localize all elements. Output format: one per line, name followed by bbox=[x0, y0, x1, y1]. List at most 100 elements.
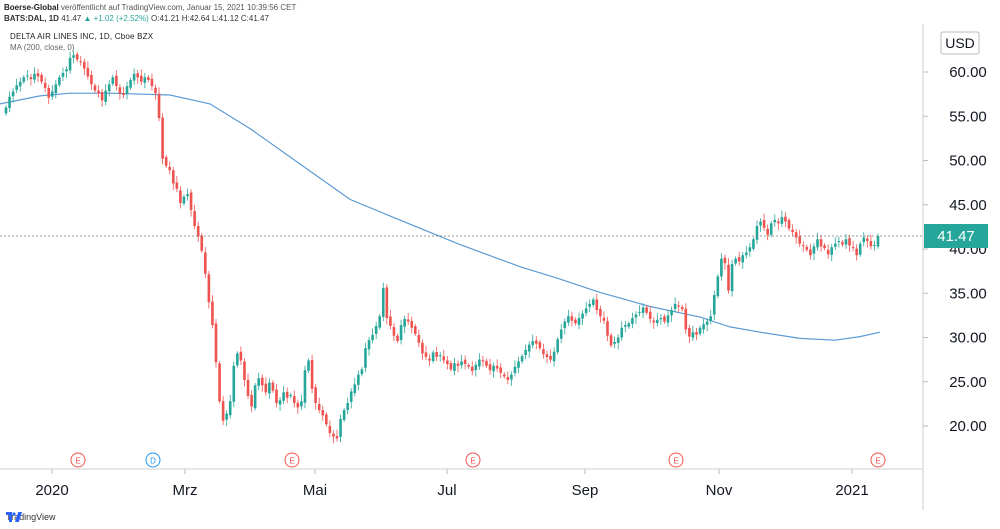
candle-body bbox=[26, 75, 29, 77]
candle-body bbox=[253, 385, 257, 409]
close-value: C:41.47 bbox=[240, 14, 269, 23]
candle-body bbox=[115, 75, 118, 87]
candle-body bbox=[360, 369, 364, 375]
high-value: H:42.64 bbox=[181, 14, 210, 23]
x-tick-label: 2020 bbox=[35, 482, 68, 499]
candle-body bbox=[787, 219, 791, 229]
published-text: veröffentlicht auf TradingView.com, Janu… bbox=[60, 3, 297, 12]
candle-body bbox=[164, 157, 168, 166]
x-tick-label: 2021 bbox=[835, 482, 868, 499]
candle-body bbox=[595, 299, 599, 311]
candle-body bbox=[4, 107, 8, 114]
candle-body bbox=[691, 332, 695, 338]
candle-body bbox=[399, 325, 403, 340]
candle-body bbox=[716, 276, 720, 297]
candle-body bbox=[727, 264, 730, 291]
candle-body bbox=[79, 61, 83, 63]
candle-body bbox=[463, 359, 467, 365]
candle-body bbox=[499, 367, 503, 373]
ma200-line bbox=[0, 92, 881, 341]
candle-body bbox=[456, 363, 460, 366]
candle-body bbox=[567, 316, 570, 323]
event-letter: E bbox=[289, 457, 294, 466]
candle-body bbox=[72, 55, 75, 58]
candle-body bbox=[869, 241, 873, 247]
candle-body bbox=[659, 318, 663, 320]
candle-body bbox=[171, 170, 175, 184]
candle-body bbox=[520, 356, 524, 362]
earnings-marker[interactable] bbox=[668, 452, 684, 468]
candle-body bbox=[236, 353, 239, 366]
candle-body bbox=[182, 196, 186, 204]
candle-body bbox=[371, 334, 374, 341]
x-tick-label: Mrz bbox=[173, 482, 198, 499]
candle-body bbox=[83, 61, 86, 69]
last-price-label: 41.47 bbox=[937, 228, 975, 245]
price-chart[interactable]: 20.0025.0030.0035.0040.0045.0050.0055.00… bbox=[0, 0, 1000, 510]
candle-body bbox=[214, 323, 218, 363]
candle-body bbox=[168, 166, 172, 171]
candle-body bbox=[179, 190, 182, 203]
candle-body bbox=[314, 387, 317, 403]
candle-body bbox=[410, 321, 414, 328]
candle-body bbox=[246, 379, 250, 396]
candle-body bbox=[549, 355, 552, 360]
candle-body bbox=[218, 363, 221, 402]
candle-body bbox=[698, 327, 702, 334]
indicator-label[interactable]: MA (200, close, 0) bbox=[10, 43, 75, 52]
candle-body bbox=[446, 360, 449, 365]
candle-body bbox=[228, 401, 232, 416]
candle-body bbox=[161, 117, 164, 159]
candle-body bbox=[317, 404, 321, 411]
candle-body bbox=[15, 85, 18, 90]
candle-body bbox=[641, 307, 645, 313]
candle-body bbox=[221, 401, 225, 421]
candle-body bbox=[830, 247, 834, 255]
candle-body bbox=[784, 216, 787, 222]
candle-body bbox=[132, 73, 136, 81]
earnings-marker[interactable] bbox=[70, 452, 86, 468]
candle-body bbox=[300, 401, 303, 407]
candle-body bbox=[559, 329, 563, 339]
candle-body bbox=[688, 327, 691, 337]
candle-body bbox=[510, 374, 513, 380]
plot-area[interactable] bbox=[0, 24, 923, 469]
candle-body bbox=[385, 287, 389, 319]
candle-body bbox=[819, 239, 823, 247]
candle-body bbox=[741, 255, 745, 263]
event-letter: E bbox=[470, 457, 475, 466]
candle-body bbox=[289, 395, 293, 397]
earnings-marker[interactable] bbox=[870, 452, 886, 468]
change-text: +1.02 (+2.52%) bbox=[93, 14, 149, 23]
x-tick-label: Jul bbox=[437, 482, 456, 499]
candle-body bbox=[495, 365, 499, 369]
candle-body bbox=[61, 72, 65, 77]
candle-body bbox=[364, 348, 367, 368]
candle-body bbox=[656, 319, 659, 323]
candle-body bbox=[424, 352, 428, 357]
candle-body bbox=[310, 359, 314, 389]
candle-body bbox=[723, 257, 727, 264]
candle-body bbox=[86, 67, 90, 77]
candle-body bbox=[54, 84, 58, 94]
footer-brand: TradingView bbox=[6, 512, 56, 522]
earnings-marker[interactable] bbox=[465, 452, 481, 468]
candle-body bbox=[524, 349, 527, 356]
candle-body bbox=[374, 325, 378, 334]
candle-body bbox=[282, 392, 285, 401]
tradingview-footer[interactable]: TradingView bbox=[6, 512, 56, 522]
earnings-marker[interactable] bbox=[284, 452, 300, 468]
candle-body bbox=[189, 192, 193, 211]
candle-body bbox=[414, 326, 417, 334]
candle-body bbox=[125, 86, 129, 94]
candle-body bbox=[748, 247, 752, 252]
candle-body bbox=[837, 241, 841, 243]
candle-body bbox=[599, 309, 602, 317]
candle-body bbox=[720, 258, 723, 277]
dividend-marker[interactable] bbox=[145, 452, 161, 468]
candle-body bbox=[841, 242, 844, 245]
candle-body bbox=[506, 376, 510, 380]
candle-body bbox=[680, 307, 684, 310]
currency-button[interactable]: USD bbox=[940, 31, 980, 55]
y-tick-label: 55.00 bbox=[949, 108, 987, 125]
